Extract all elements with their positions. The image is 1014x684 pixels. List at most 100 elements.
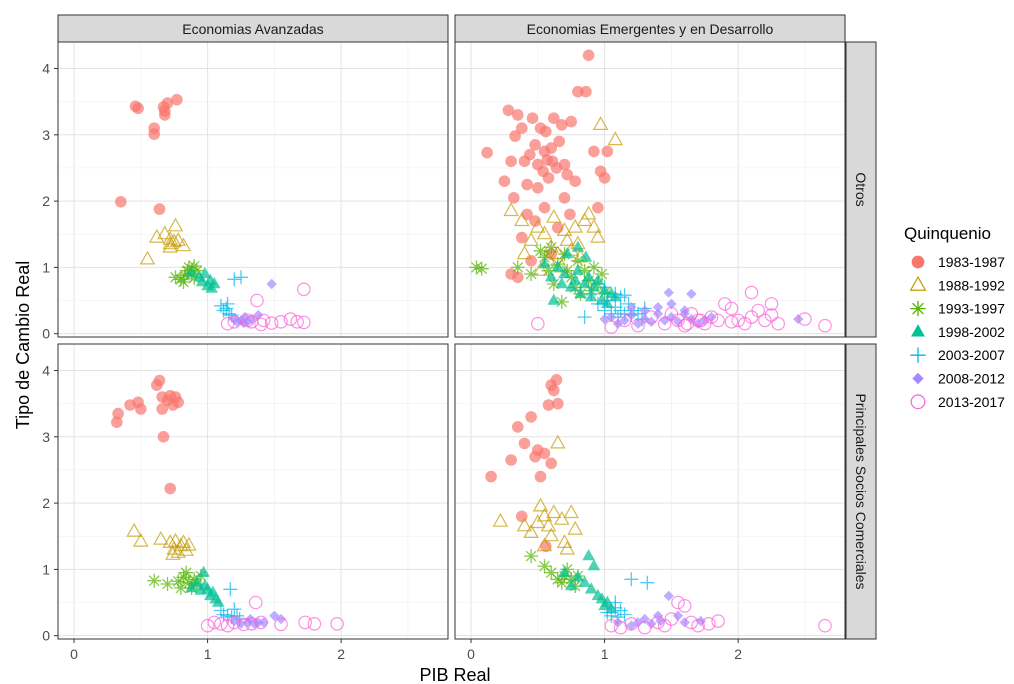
data-point xyxy=(532,497,549,512)
data-point xyxy=(538,257,551,269)
data-point xyxy=(181,260,196,275)
data-point xyxy=(546,277,561,291)
data-point xyxy=(693,313,708,328)
data-point xyxy=(536,537,553,552)
data-point xyxy=(135,403,147,415)
data-point xyxy=(524,148,536,161)
data-point xyxy=(565,115,577,128)
strip-label: Principales Socios Comerciales xyxy=(853,393,869,589)
data-point xyxy=(543,527,559,542)
data-point xyxy=(686,288,697,300)
data-point xyxy=(514,212,530,227)
data-point xyxy=(604,618,619,633)
data-point xyxy=(190,575,204,587)
data-point xyxy=(162,534,178,549)
legend-label-1983-1987: 1983-1987 xyxy=(938,254,1005,270)
data-point xyxy=(548,384,560,397)
data-point xyxy=(568,579,583,593)
data-point xyxy=(626,302,637,313)
data-point xyxy=(503,202,519,217)
series-2013-2017-economias-avanzadas-otros xyxy=(220,282,311,332)
series-1998-2002-economias-emergentes-y-en-desarrollo-principales-socios-comerciales xyxy=(558,549,618,614)
data-point xyxy=(521,178,533,191)
data-point xyxy=(518,437,531,450)
data-point xyxy=(223,582,238,597)
data-point xyxy=(592,201,604,214)
data-point xyxy=(558,267,571,279)
data-point xyxy=(198,267,212,279)
y-axis-title: Tipo de Cambio Real xyxy=(13,261,33,429)
series-2013-2017-economias-emergentes-y-en-desarrollo-otros xyxy=(530,285,832,334)
legend-label-2013-2017: 2013-2017 xyxy=(938,394,1005,410)
data-point xyxy=(165,546,181,560)
y-tick-label: 3 xyxy=(42,127,50,143)
data-point xyxy=(157,225,173,240)
data-point xyxy=(564,579,578,591)
data-point xyxy=(604,608,619,623)
data-point xyxy=(505,454,517,466)
data-point xyxy=(160,577,175,591)
data-point xyxy=(544,565,559,580)
data-point xyxy=(187,572,202,587)
data-point xyxy=(540,540,552,552)
data-point xyxy=(664,612,679,626)
data-point xyxy=(724,314,739,329)
data-point xyxy=(236,617,251,632)
data-point xyxy=(171,574,186,589)
series-1983-1987-economias-avanzadas-principales-socios-comerciales xyxy=(111,374,184,495)
data-point xyxy=(553,135,565,148)
data-point xyxy=(167,217,184,232)
data-point xyxy=(691,618,705,633)
data-point xyxy=(617,313,632,328)
y-tick-label: 0 xyxy=(42,326,50,342)
data-point xyxy=(594,267,609,281)
data-point xyxy=(159,109,171,121)
data-point xyxy=(538,201,551,214)
series-1983-1987-economias-emergentes-y-en-desarrollo-otros xyxy=(481,49,614,284)
data-point xyxy=(555,277,569,289)
y-tick-label: 4 xyxy=(42,61,50,77)
data-point xyxy=(249,618,260,629)
data-point xyxy=(220,316,235,331)
data-point xyxy=(639,613,650,625)
data-point xyxy=(546,208,562,223)
data-point xyxy=(216,607,231,622)
data-point xyxy=(112,407,124,420)
data-point xyxy=(640,575,655,590)
data-point xyxy=(544,270,558,282)
data-point xyxy=(307,616,322,631)
data-point xyxy=(525,411,537,423)
data-point xyxy=(560,562,575,577)
data-point xyxy=(624,572,639,587)
data-point xyxy=(529,215,541,227)
data-point xyxy=(608,595,623,610)
data-point xyxy=(626,309,637,321)
data-point xyxy=(578,575,591,587)
data-point xyxy=(639,305,650,316)
data-point xyxy=(541,263,556,278)
legend-title: Quinquenio xyxy=(904,224,991,243)
data-point xyxy=(592,116,609,131)
series-1988-1992-economias-emergentes-y-en-desarrollo-principales-socios-comerciales xyxy=(492,434,583,555)
data-point xyxy=(269,610,280,621)
data-point xyxy=(231,316,243,327)
data-point xyxy=(591,273,605,285)
data-point xyxy=(560,247,574,259)
data-point xyxy=(538,447,551,460)
data-point xyxy=(563,504,579,519)
data-point xyxy=(532,261,549,276)
data-point xyxy=(298,615,312,630)
y-tick-label: 4 xyxy=(42,363,50,379)
data-point xyxy=(617,607,632,622)
data-point xyxy=(619,315,630,326)
data-point xyxy=(659,315,670,326)
data-point xyxy=(550,434,566,449)
data-point xyxy=(220,618,235,633)
data-point xyxy=(235,618,247,629)
data-point xyxy=(227,615,242,630)
data-point xyxy=(275,613,287,625)
data-point xyxy=(546,504,562,519)
y-tick-label: 3 xyxy=(42,429,50,445)
series-2003-2007-economias-emergentes-y-en-desarrollo-principales-socios-comerciales xyxy=(600,572,655,625)
legend-key-1998-2002 xyxy=(911,324,925,337)
